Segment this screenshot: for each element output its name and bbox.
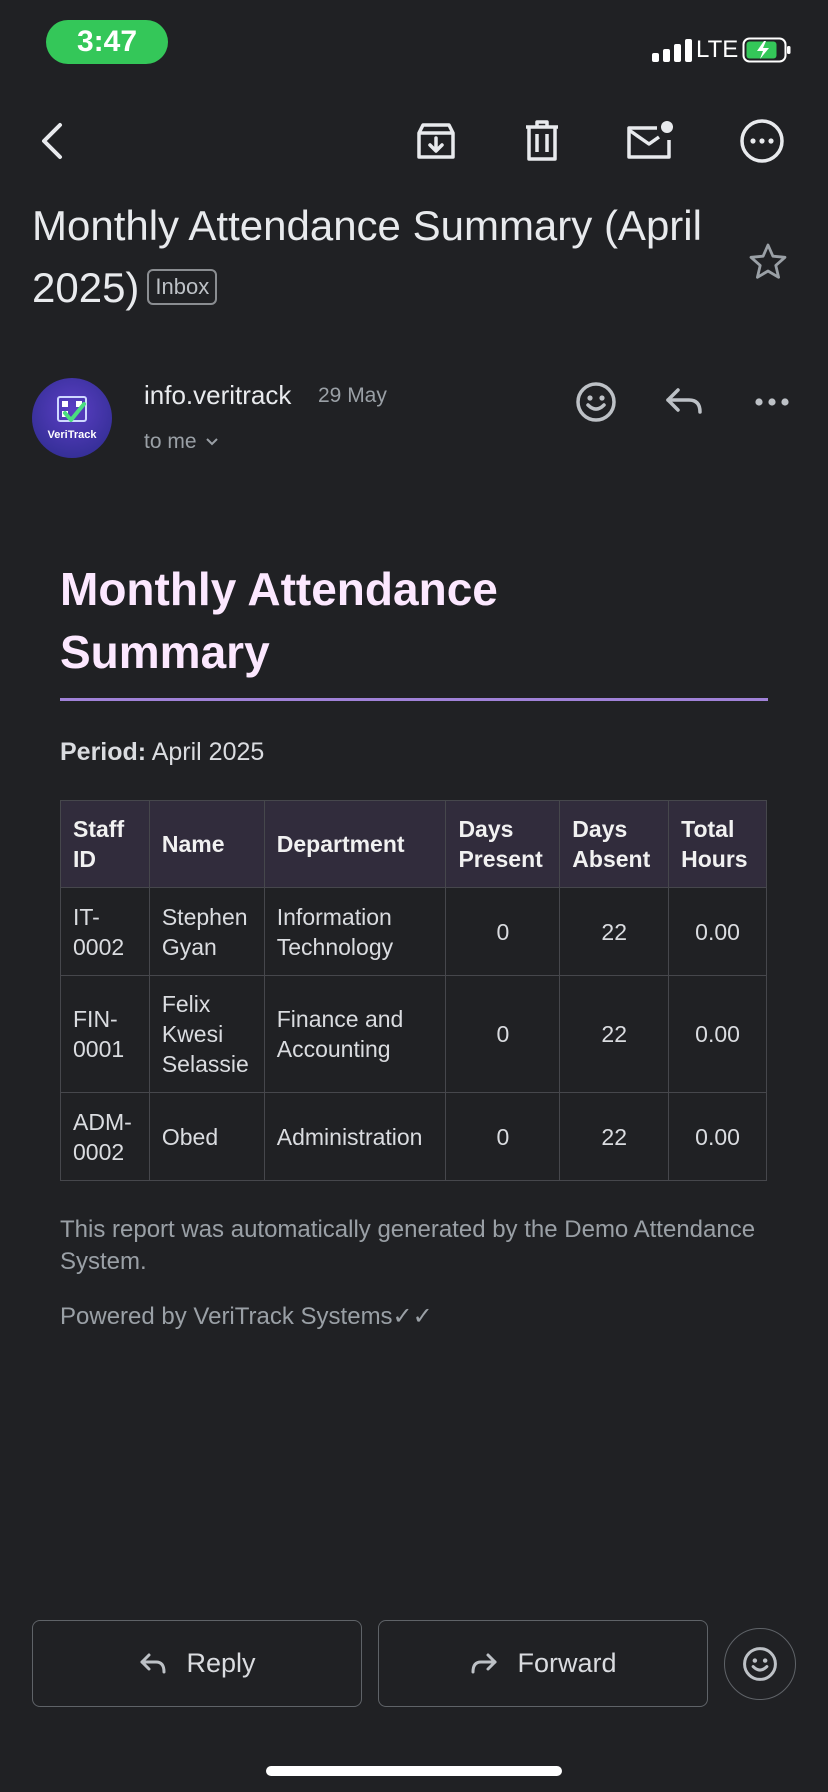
header-name: Name [148, 800, 265, 888]
forward-icon [471, 1653, 497, 1673]
reply-icon [666, 388, 702, 414]
star-button[interactable] [748, 242, 788, 282]
cell-days-absent: 22 [559, 1092, 670, 1181]
cell-days-absent: 22 [559, 887, 670, 976]
reply-label: Reply [186, 1648, 256, 1678]
cell-name: Obed [148, 1092, 265, 1181]
header-department: Department [263, 800, 447, 888]
table-row: ADM-0002 Obed Administration 0 22 0.00 [60, 1092, 767, 1181]
subject-text: Monthly Attendance Summary (April 2025) [32, 202, 702, 311]
react-emoji-button[interactable] [572, 378, 620, 426]
emoji-icon [576, 382, 616, 422]
cell-days-present: 0 [445, 1092, 561, 1181]
period-value: April 2025 [151, 738, 265, 766]
mark-unread-icon [627, 121, 673, 159]
status-time: 3:47 [46, 20, 168, 64]
recipient-toggle[interactable]: to me [144, 430, 219, 454]
sender-name[interactable]: info.veritrack [144, 380, 292, 410]
cell-total-hours: 0.00 [668, 887, 767, 976]
back-button[interactable] [24, 113, 80, 169]
cell-department: Administration [263, 1092, 447, 1181]
battery-icon [742, 37, 792, 63]
inbox-label-badge[interactable]: Inbox [147, 268, 218, 305]
star-icon [749, 243, 787, 279]
more-horizontal-icon [755, 398, 789, 406]
reply-button[interactable]: Reply [32, 1620, 362, 1707]
header-days-present: Days Present [445, 800, 561, 888]
avatar-logo-text: VeriTrack [47, 429, 97, 441]
status-bar: 3:47 LTE [0, 0, 828, 90]
more-options-button[interactable] [734, 113, 790, 169]
header-staff-id: Staff ID [60, 800, 150, 888]
header-total-hours: Total Hours [668, 800, 767, 888]
cell-name: Felix Kwesi Selassie [148, 975, 265, 1093]
period-label: Period: [60, 738, 147, 766]
message-more-button[interactable] [748, 378, 796, 426]
cell-staff-id: ADM-0002 [60, 1092, 150, 1181]
cell-name: Stephen Gyan [148, 887, 265, 976]
more-circle-icon [740, 119, 784, 163]
auto-generated-note: This report was automatically generated … [60, 1216, 756, 1275]
cell-staff-id: IT-0002 [60, 887, 150, 976]
report-period: Period: April 2025 [60, 738, 264, 767]
trash-icon [526, 120, 558, 161]
network-type: LTE [696, 36, 739, 63]
cell-department: Information Technology [263, 887, 447, 976]
cell-department: Finance and Accounting [263, 975, 447, 1093]
mark-unread-button[interactable] [622, 113, 678, 169]
email-date: 29 May [318, 384, 387, 407]
delete-button[interactable] [514, 113, 570, 169]
table-row: IT-0002 Stephen Gyan Information Technol… [60, 887, 767, 976]
attendance-table: Staff ID Name Department Days Present Da… [60, 800, 767, 1181]
cell-total-hours: 0.00 [668, 1092, 767, 1181]
emoji-icon [743, 1647, 777, 1681]
reply-icon-button[interactable] [660, 378, 708, 426]
cell-staff-id: FIN-0001 [60, 975, 150, 1093]
powered-by-text: Powered by VeriTrack Systems✓✓ [60, 1303, 433, 1330]
cell-days-absent: 22 [559, 975, 670, 1093]
add-reaction-button[interactable] [724, 1628, 796, 1700]
cell-total-hours: 0.00 [668, 975, 767, 1093]
archive-icon [417, 123, 455, 159]
chevron-down-icon [205, 438, 218, 446]
archive-button[interactable] [408, 113, 464, 169]
forward-label: Forward [517, 1648, 617, 1678]
sender-avatar[interactable]: VeriTrack [32, 378, 112, 458]
email-subject: Monthly Attendance Summary (April 2025) I… [32, 195, 732, 319]
forward-button[interactable]: Forward [378, 1620, 708, 1707]
back-icon [42, 123, 62, 159]
heading-divider [60, 698, 768, 701]
cell-days-present: 0 [445, 887, 561, 976]
table-header-row: Staff ID Name Department Days Present Da… [60, 800, 767, 888]
table-row: FIN-0001 Felix Kwesi Selassie Finance an… [60, 975, 767, 1093]
qr-check-logo-icon [57, 396, 87, 422]
recipient-text: to me [144, 430, 197, 453]
signal-icon [652, 38, 692, 62]
header-days-absent: Days Absent [559, 800, 670, 888]
home-indicator[interactable] [266, 1766, 562, 1776]
email-toolbar [0, 105, 828, 175]
report-heading: Monthly Attendance Summary [60, 563, 498, 678]
cell-days-present: 0 [445, 975, 561, 1093]
reply-icon [140, 1653, 166, 1673]
